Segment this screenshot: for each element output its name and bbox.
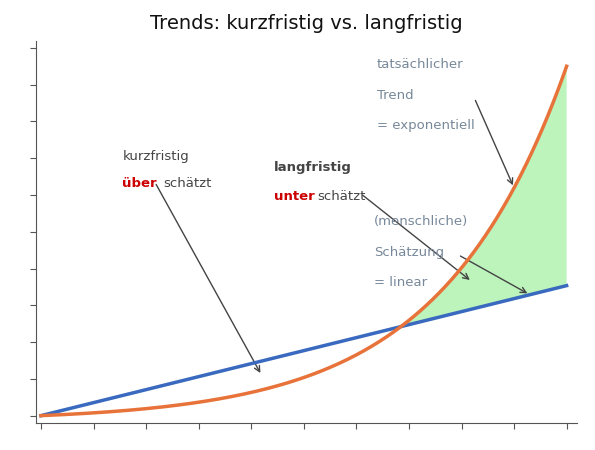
Text: schätzt: schätzt [163, 177, 211, 190]
Title: Trends: kurzfristig vs. langfristig: Trends: kurzfristig vs. langfristig [150, 14, 463, 33]
Text: = exponentiell: = exponentiell [377, 119, 475, 132]
Text: Schätzung: Schätzung [374, 246, 444, 258]
Text: unter: unter [274, 190, 315, 203]
Text: (menschliche): (menschliche) [374, 215, 468, 228]
Text: über: über [123, 177, 157, 190]
Text: = linear: = linear [374, 276, 427, 289]
Text: kurzfristig: kurzfristig [123, 150, 189, 163]
Text: Trend: Trend [377, 89, 414, 102]
Text: langfristig: langfristig [274, 162, 352, 174]
Text: tatsächlicher: tatsächlicher [377, 58, 464, 71]
Text: schätzt: schätzt [317, 190, 366, 203]
